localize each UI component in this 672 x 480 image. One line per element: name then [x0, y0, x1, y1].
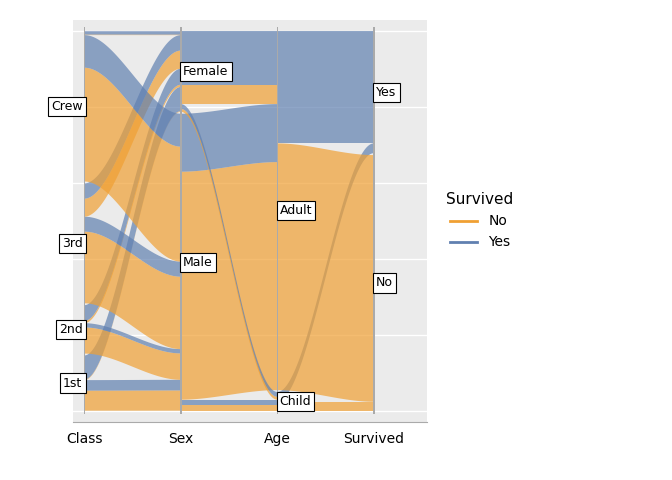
Bar [83, 27, 85, 415]
Polygon shape [84, 232, 181, 349]
Polygon shape [181, 162, 278, 400]
Polygon shape [181, 400, 278, 405]
Polygon shape [84, 31, 181, 35]
Polygon shape [278, 144, 374, 402]
Polygon shape [278, 31, 374, 144]
Legend: No, Yes: No, Yes [441, 187, 519, 255]
Text: 3rd: 3rd [62, 237, 83, 250]
Polygon shape [84, 327, 181, 380]
Bar [373, 27, 374, 415]
Text: Child: Child [280, 395, 311, 408]
Polygon shape [84, 35, 181, 147]
Polygon shape [84, 111, 181, 380]
Polygon shape [278, 144, 374, 402]
Polygon shape [84, 50, 181, 216]
Text: Female: Female [183, 65, 228, 78]
Text: 1st: 1st [63, 377, 83, 390]
Polygon shape [84, 87, 181, 380]
Text: Male: Male [183, 256, 213, 269]
Polygon shape [181, 104, 278, 172]
Polygon shape [84, 390, 181, 411]
Text: Adult: Adult [280, 204, 312, 217]
Polygon shape [84, 68, 181, 262]
Polygon shape [181, 31, 278, 85]
Text: 2nd: 2nd [58, 323, 83, 336]
Polygon shape [84, 84, 181, 323]
Polygon shape [181, 109, 278, 400]
Polygon shape [181, 104, 278, 397]
Polygon shape [181, 85, 278, 104]
Polygon shape [84, 216, 181, 276]
Polygon shape [84, 35, 181, 199]
Polygon shape [84, 323, 181, 353]
Polygon shape [278, 402, 374, 411]
Text: No: No [376, 276, 393, 289]
Text: Yes: Yes [376, 85, 396, 99]
Polygon shape [84, 69, 181, 321]
Polygon shape [84, 380, 181, 391]
Text: Crew: Crew [51, 100, 83, 113]
Bar [277, 27, 278, 415]
Bar [180, 27, 181, 415]
Polygon shape [181, 405, 278, 411]
